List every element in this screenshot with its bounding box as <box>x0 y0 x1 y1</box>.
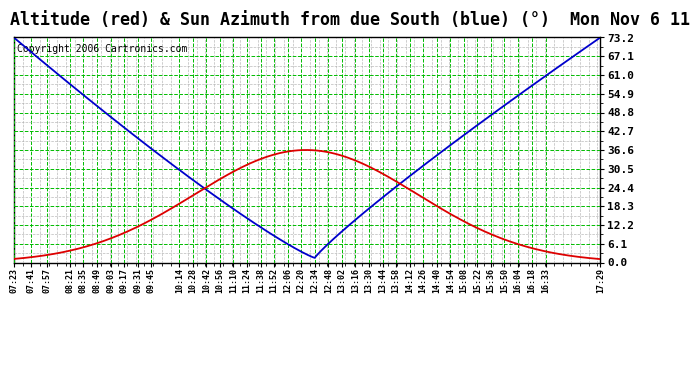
Text: Copyright 2006 Cartronics.com: Copyright 2006 Cartronics.com <box>17 44 187 54</box>
Text: Sun Altitude (red) & Sun Azimuth from due South (blue) (°)  Mon Nov 6 11:49: Sun Altitude (red) & Sun Azimuth from du… <box>0 11 690 29</box>
